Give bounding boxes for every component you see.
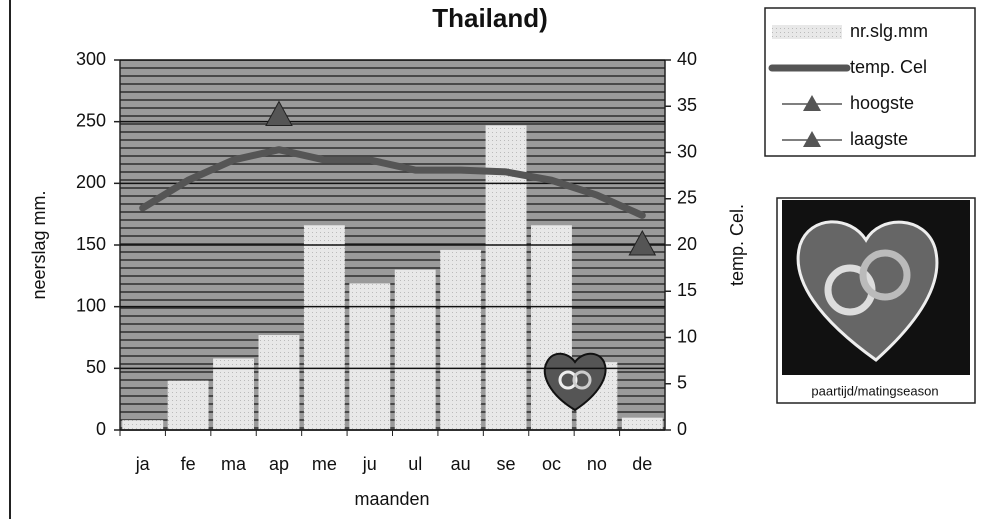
y2-tick-label: 20 <box>677 234 697 254</box>
legend-label: nr.slg.mm <box>850 21 928 41</box>
y-tick-label: 200 <box>76 172 106 192</box>
x-tick-label: ja <box>135 454 151 474</box>
bar <box>440 250 481 430</box>
x-tick-label: se <box>497 454 516 474</box>
image-caption: paartijd/matingseason <box>811 383 938 398</box>
x-tick-label: fe <box>181 454 196 474</box>
x-tick-label: ap <box>269 454 289 474</box>
y2-tick-label: 5 <box>677 373 687 393</box>
x-tick-label: ul <box>408 454 422 474</box>
y-tick-label: 250 <box>76 110 106 130</box>
bar <box>622 418 663 430</box>
x-tick-label: me <box>312 454 337 474</box>
picture <box>777 198 975 403</box>
x-tick-label: au <box>451 454 471 474</box>
y-tick-label: 150 <box>76 234 106 254</box>
y-axis-label: neerslag mm. <box>29 190 49 299</box>
legend-swatch <box>772 25 842 39</box>
y2-tick-label: 15 <box>677 280 697 300</box>
bar <box>349 283 390 430</box>
bar <box>304 225 345 430</box>
x-tick-label: ma <box>221 454 247 474</box>
bar <box>213 358 254 430</box>
y2-tick-label: 30 <box>677 141 697 161</box>
y-tick-label: 100 <box>76 295 106 315</box>
y-tick-label: 300 <box>76 49 106 69</box>
x-tick-label: oc <box>542 454 561 474</box>
bar <box>168 381 209 430</box>
legend-label: hoogste <box>850 93 914 113</box>
legend-label: laagste <box>850 129 908 149</box>
bar <box>122 420 163 430</box>
chart-title: Thailand) <box>432 3 548 33</box>
legend-label: temp. Cel <box>850 57 927 77</box>
y2-tick-label: 0 <box>677 419 687 439</box>
y-tick-label: 50 <box>86 357 106 377</box>
y2-axis-label: temp. Cel. <box>727 204 747 286</box>
y-tick-label: 0 <box>96 419 106 439</box>
y2-tick-label: 35 <box>677 95 697 115</box>
bar <box>259 335 300 430</box>
y2-tick-label: 40 <box>677 49 697 69</box>
y2-tick-label: 10 <box>677 326 697 346</box>
y2-tick-label: 25 <box>677 188 697 208</box>
bar <box>395 270 436 430</box>
x-tick-label: ju <box>362 454 377 474</box>
x-tick-label: no <box>587 454 607 474</box>
x-axis-label: maanden <box>354 489 429 509</box>
x-tick-label: de <box>632 454 652 474</box>
chart: Thailand) maanden neerslag mm. temp. Cel… <box>0 0 981 519</box>
